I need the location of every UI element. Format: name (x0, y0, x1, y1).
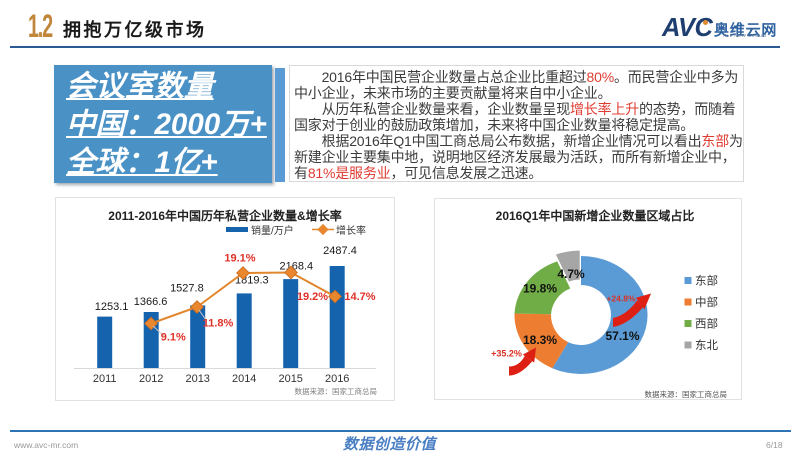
svg-text:18.3%: 18.3% (523, 333, 557, 347)
svg-text:2011: 2011 (93, 373, 117, 385)
svg-text:19.2%: 19.2% (297, 291, 328, 303)
svg-text:9.1%: 9.1% (161, 332, 186, 344)
svg-text:2016Q1年中国新增企业数量区域占比: 2016Q1年中国新增企业数量区域占比 (496, 208, 695, 223)
svg-text:东部: 东部 (695, 274, 718, 288)
svg-text:1366.6: 1366.6 (134, 296, 168, 308)
svg-text:57.1%: 57.1% (605, 329, 639, 343)
svg-text:2016: 2016 (325, 373, 349, 385)
svg-text:+24.8%: +24.8% (606, 294, 636, 304)
svg-text:2012: 2012 (139, 373, 163, 385)
svg-text:19.1%: 19.1% (224, 253, 255, 265)
svg-text:2014: 2014 (232, 373, 256, 385)
svg-text:+35.2%: +35.2% (491, 349, 522, 359)
svg-text:东北: 东北 (695, 339, 718, 352)
svg-text:销量/万户: 销量/万户 (251, 224, 294, 237)
svg-text:14.7%: 14.7% (344, 291, 375, 303)
svg-text:2487.4: 2487.4 (323, 245, 357, 257)
svg-text:西部: 西部 (695, 317, 718, 331)
svg-text:数据来源：国家工商总局: 数据来源：国家工商总局 (645, 389, 728, 399)
svg-text:1527.8: 1527.8 (170, 283, 204, 295)
svg-text:数据来源：国家工商总局: 数据来源：国家工商总局 (295, 386, 378, 396)
svg-text:2013: 2013 (185, 373, 209, 385)
svg-text:4.7%: 4.7% (557, 267, 585, 281)
svg-text:1253.1: 1253.1 (95, 301, 129, 313)
svg-text:11.8%: 11.8% (203, 318, 234, 330)
svg-text:19.8%: 19.8% (523, 282, 557, 296)
svg-text:中部: 中部 (695, 295, 718, 309)
svg-text:增长率: 增长率 (336, 224, 366, 237)
svg-text:2015: 2015 (278, 373, 302, 385)
svg-text:2011-2016年中国历年私营企业数量&增长率: 2011-2016年中国历年私营企业数量&增长率 (108, 208, 341, 223)
